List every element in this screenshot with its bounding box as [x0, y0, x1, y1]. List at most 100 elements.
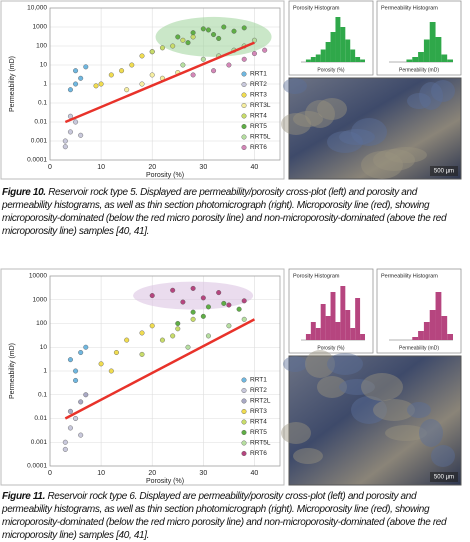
y-axis-label: Permeability (mD) — [9, 343, 16, 399]
histogram-title: Porosity Histogram — [293, 273, 340, 279]
microporosity-line — [64, 41, 255, 124]
grain — [305, 100, 335, 128]
legend-label: RRT1 — [250, 377, 267, 384]
data-point — [67, 129, 73, 135]
grain — [283, 78, 307, 94]
legend-label: RRT5L — [250, 134, 271, 141]
data-point — [241, 298, 247, 304]
caption-label: Figure 10. — [2, 187, 46, 198]
data-point — [231, 28, 237, 34]
histogram-bar — [340, 27, 346, 62]
legend-marker — [241, 92, 247, 98]
legend-label: RRT6 — [250, 450, 267, 457]
histogram-bar — [429, 22, 436, 62]
grain — [339, 129, 375, 145]
data-point — [62, 144, 68, 150]
data-point — [73, 68, 79, 74]
data-point — [170, 287, 176, 293]
histogram-bar — [330, 32, 336, 62]
y-tick-label: 0.001 — [31, 138, 48, 145]
grain — [361, 151, 403, 179]
scale-bar-label: 500 µm — [434, 475, 454, 481]
data-point — [190, 34, 196, 40]
x-tick-label: 20 — [148, 470, 156, 477]
histogram-title: Permeability Histogram — [381, 5, 438, 11]
data-point — [216, 290, 222, 296]
data-point — [108, 72, 114, 78]
grain — [283, 356, 307, 372]
histogram-bar — [345, 310, 351, 340]
grain — [351, 118, 387, 146]
histogram-bar — [435, 37, 442, 62]
grain — [407, 93, 431, 109]
y-tick-label: 0.0001 — [27, 463, 47, 470]
data-point — [180, 62, 186, 68]
data-point — [200, 313, 206, 319]
grain — [431, 80, 455, 102]
photo — [288, 355, 462, 486]
histogram-bar — [355, 298, 361, 340]
legend-label: RRT3 — [250, 408, 267, 415]
grain — [317, 376, 347, 398]
histogram-bar — [441, 54, 448, 62]
histogram-bar — [429, 310, 436, 340]
x-tick-label: 10 — [97, 164, 105, 171]
x-tick-label: 30 — [199, 470, 207, 477]
legend-label: RRT4 — [250, 419, 267, 426]
caption-text: Reservoir rock type 5. Displayed are per… — [2, 187, 447, 237]
histogram-bar — [305, 59, 311, 62]
histogram-bar — [441, 316, 448, 340]
grain — [373, 399, 415, 421]
data-point — [211, 68, 217, 74]
data-point — [236, 306, 242, 312]
legend-marker — [241, 429, 247, 435]
histogram-bar — [360, 334, 365, 340]
grain — [317, 98, 347, 120]
caption: Figure 11. Reservoir rock type 6. Displa… — [2, 490, 466, 542]
data-point — [139, 330, 145, 336]
histogram-bar — [355, 57, 361, 62]
legend-marker — [241, 377, 247, 383]
photomicrograph: 500 µm — [281, 77, 462, 180]
histogram-bar — [418, 52, 424, 62]
data-point — [251, 37, 257, 43]
histogram-x-label: Permeability (mD) — [399, 67, 439, 73]
y-tick-label: 0.01 — [34, 119, 47, 126]
y-tick-label: 100 — [36, 43, 47, 50]
scale-bar-bg — [430, 166, 458, 176]
y-tick-label: 0.001 — [31, 439, 48, 446]
histogram-bar — [330, 292, 336, 340]
y-tick-label: 1 — [43, 81, 47, 88]
grain — [351, 396, 387, 424]
x-tick-label: 0 — [48, 164, 52, 171]
grain — [373, 149, 415, 171]
data-point — [73, 415, 79, 421]
y-tick-label: 0.1 — [38, 391, 47, 398]
data-point — [73, 368, 79, 374]
legend-marker — [241, 102, 247, 108]
histogram-bar — [315, 328, 321, 340]
scale-bar-bg — [430, 472, 458, 482]
legend-marker — [241, 408, 247, 414]
x-tick-label: 10 — [97, 470, 105, 477]
legend-label: RRT2 — [250, 81, 267, 88]
data-point — [226, 323, 232, 329]
histogram-bar — [325, 42, 331, 62]
legend-marker — [241, 450, 247, 456]
histogram-bar — [340, 286, 346, 340]
histogram-bar — [412, 337, 419, 340]
y-tick-label: 10000 — [29, 273, 47, 280]
data-point — [83, 64, 89, 70]
legend-marker — [241, 71, 247, 77]
histogram-bar — [406, 59, 413, 62]
histogram-frame — [376, 268, 462, 354]
x-axis-label: Porosity (%) — [146, 172, 184, 179]
data-point — [211, 32, 217, 38]
legend-marker — [241, 419, 247, 425]
grain — [281, 113, 311, 135]
data-point — [190, 72, 196, 78]
y-tick-label: 0.01 — [34, 415, 47, 422]
histogram-bar — [360, 59, 365, 62]
histogram-bar — [350, 328, 356, 340]
legend-label: RRT4 — [250, 113, 267, 120]
